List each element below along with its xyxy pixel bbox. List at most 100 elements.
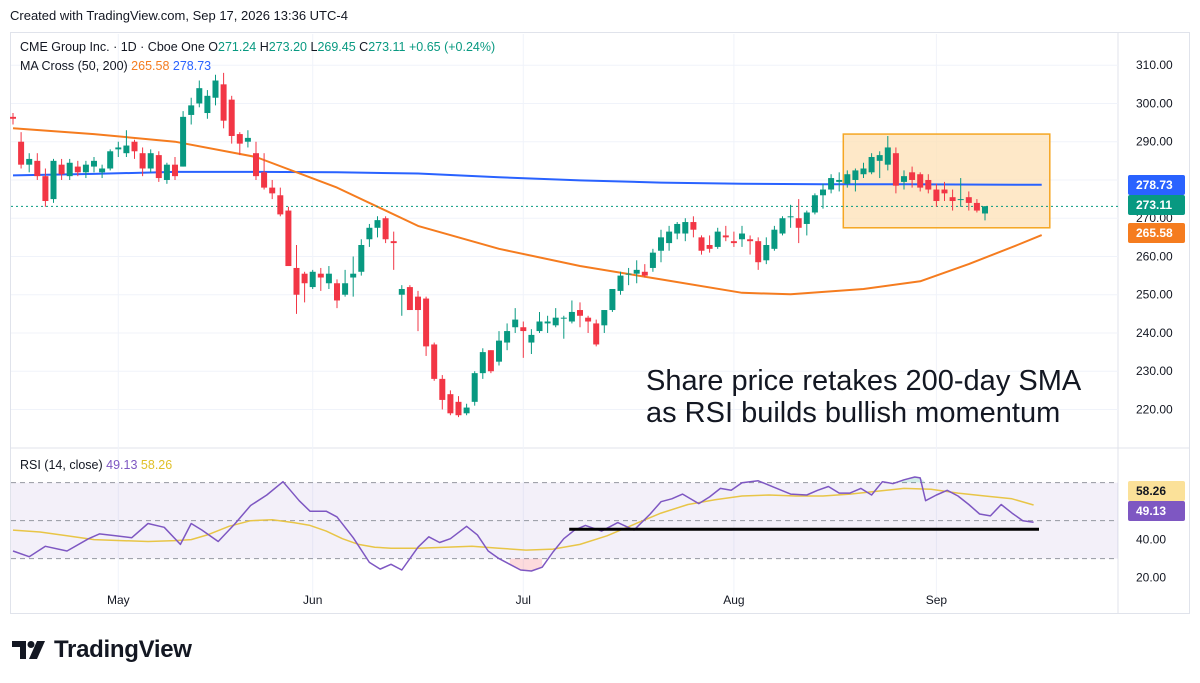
candle-body[interactable] <box>139 153 146 169</box>
candle-body[interactable] <box>852 170 859 180</box>
candle-body[interactable] <box>463 407 470 414</box>
symbol-label[interactable]: CME Group Inc. · 1D · Cboe One <box>20 40 205 54</box>
candle-body[interactable] <box>982 206 988 214</box>
candle-body[interactable] <box>917 174 924 188</box>
candle-body[interactable] <box>228 99 235 136</box>
candle-body[interactable] <box>722 235 729 238</box>
candle-body[interactable] <box>747 239 754 242</box>
candle-body[interactable] <box>91 160 97 167</box>
candle-body[interactable] <box>58 164 65 175</box>
candle-body[interactable] <box>625 273 632 275</box>
candle-body[interactable] <box>658 237 664 251</box>
candle-body[interactable] <box>439 378 446 400</box>
candle-body[interactable] <box>99 168 106 173</box>
candle-body[interactable] <box>382 218 389 240</box>
candle-body[interactable] <box>560 317 567 319</box>
candle-body[interactable] <box>317 273 324 278</box>
candle-body[interactable] <box>528 334 535 343</box>
candle-body[interactable] <box>479 352 486 374</box>
candle-body[interactable] <box>601 310 608 326</box>
candle-body[interactable] <box>398 288 405 295</box>
candle-body[interactable] <box>107 151 114 169</box>
candle-body[interactable] <box>941 189 948 194</box>
candle-body[interactable] <box>836 179 843 182</box>
candle-body[interactable] <box>496 340 502 362</box>
candle-body[interactable] <box>577 310 583 316</box>
candle-body[interactable] <box>180 116 187 167</box>
candle-body[interactable] <box>471 373 478 402</box>
candle-body[interactable] <box>585 317 592 322</box>
candle-body[interactable] <box>26 158 33 165</box>
candle-body[interactable] <box>901 176 907 182</box>
candle-body[interactable] <box>649 252 656 268</box>
candle-body[interactable] <box>42 176 49 202</box>
candle-body[interactable] <box>236 134 243 144</box>
candle-body[interactable] <box>568 311 575 322</box>
candle-body[interactable] <box>50 160 57 200</box>
candle-body[interactable] <box>350 273 357 278</box>
candle-body[interactable] <box>593 323 600 345</box>
candle-body[interactable] <box>844 174 851 184</box>
candle-body[interactable] <box>504 331 511 343</box>
candle-body[interactable] <box>366 227 373 240</box>
candle-body[interactable] <box>641 271 648 276</box>
candle-body[interactable] <box>172 164 178 177</box>
candle-body[interactable] <box>188 105 195 115</box>
candle-body[interactable] <box>309 271 316 288</box>
candle-body[interactable] <box>682 222 689 234</box>
candle-body[interactable] <box>892 153 899 186</box>
candle-body[interactable] <box>334 283 340 301</box>
candle-body[interactable] <box>520 327 527 332</box>
candle-body[interactable] <box>244 137 251 142</box>
candle-body[interactable] <box>973 202 980 211</box>
rsi-ma-line[interactable] <box>12 487 1034 551</box>
candle-body[interactable] <box>253 153 259 177</box>
ma200-line[interactable] <box>12 170 1042 186</box>
candle-body[interactable] <box>690 222 697 230</box>
candle-body[interactable] <box>74 166 81 173</box>
candle-body[interactable] <box>325 273 332 284</box>
candle-body[interactable] <box>909 172 916 180</box>
candle-body[interactable] <box>212 80 219 98</box>
candle-body[interactable] <box>374 220 381 228</box>
tradingview-logo[interactable]: TradingView <box>12 636 192 664</box>
candle-body[interactable] <box>406 287 413 311</box>
candle-body[interactable] <box>633 269 640 274</box>
candle-body[interactable] <box>447 394 454 414</box>
candle-body[interactable] <box>423 298 430 347</box>
candle-body[interactable] <box>431 344 438 379</box>
candle-body[interactable] <box>277 195 284 215</box>
candle-body[interactable] <box>730 241 737 244</box>
candle-body[interactable] <box>666 231 673 244</box>
candle-body[interactable] <box>390 241 397 244</box>
candle-body[interactable] <box>779 218 786 234</box>
candle-body[interactable] <box>876 155 883 161</box>
candle-body[interactable] <box>957 199 964 201</box>
candle-body[interactable] <box>795 218 802 228</box>
candle-body[interactable] <box>828 178 835 190</box>
candle-body[interactable] <box>820 189 826 196</box>
candle-body[interactable] <box>155 155 162 179</box>
candle-body[interactable] <box>163 164 170 180</box>
candle-body[interactable] <box>342 283 349 295</box>
candle-body[interactable] <box>698 237 705 251</box>
candle-body[interactable] <box>10 116 16 119</box>
candle-body[interactable] <box>358 245 365 272</box>
candle-body[interactable] <box>34 160 41 177</box>
candle-body[interactable] <box>512 319 519 328</box>
candle-body[interactable] <box>933 189 940 202</box>
candle-body[interactable] <box>763 245 770 261</box>
candle-body[interactable] <box>811 195 818 213</box>
candle-body[interactable] <box>261 172 268 188</box>
candle-body[interactable] <box>115 147 122 150</box>
candle-body[interactable] <box>714 231 721 247</box>
candle-body[interactable] <box>965 197 972 203</box>
candle-body[interactable] <box>787 216 794 218</box>
candle-body[interactable] <box>544 321 551 324</box>
chart-frame[interactable] <box>10 32 1190 614</box>
candle-body[interactable] <box>884 147 891 165</box>
candle-body[interactable] <box>860 168 867 175</box>
candle-body[interactable] <box>755 241 762 263</box>
candle-body[interactable] <box>147 153 154 169</box>
